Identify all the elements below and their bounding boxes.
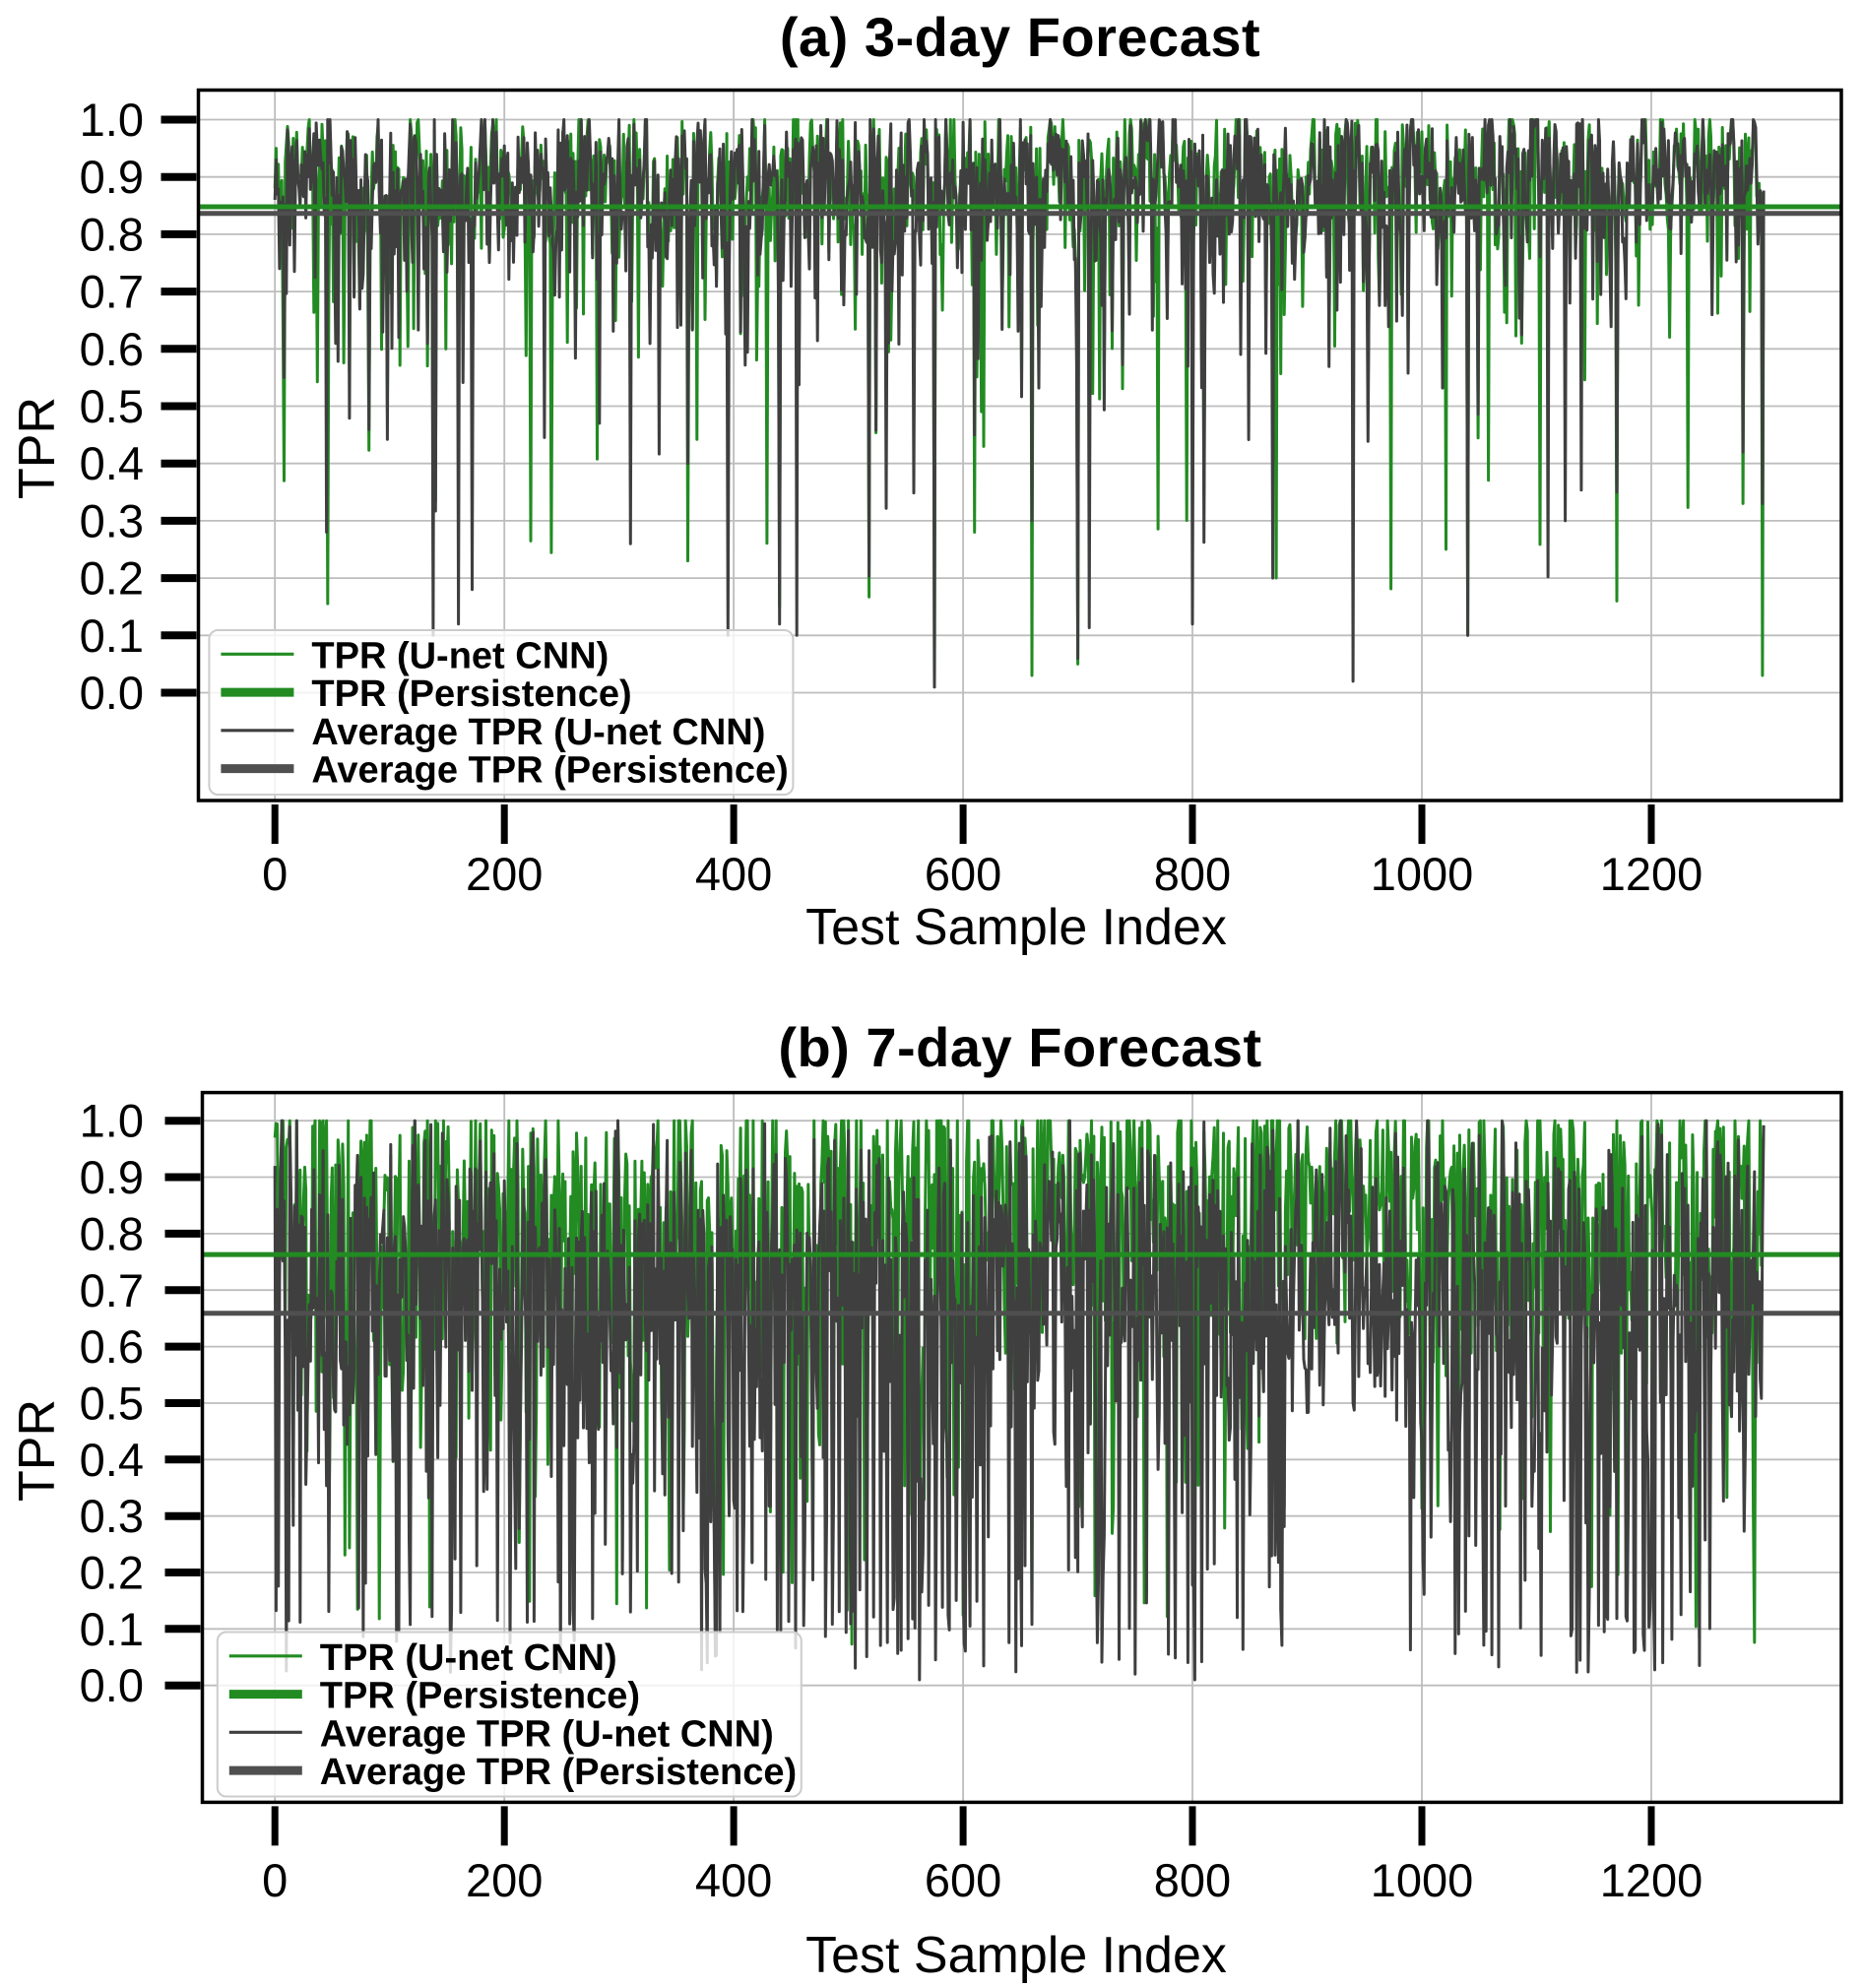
svg-text:0.7: 0.7 bbox=[80, 1264, 144, 1316]
svg-text:600: 600 bbox=[925, 1854, 1001, 1906]
svg-text:0.9: 0.9 bbox=[80, 1151, 144, 1203]
svg-text:Average TPR (U-net CNN): Average TPR (U-net CNN) bbox=[311, 712, 765, 753]
svg-text:0.5: 0.5 bbox=[80, 380, 144, 432]
svg-text:Test Sample Index: Test Sample Index bbox=[805, 899, 1227, 956]
svg-text:Average TPR (U-net CNN): Average TPR (U-net CNN) bbox=[320, 1713, 774, 1755]
svg-text:0.2: 0.2 bbox=[80, 1547, 144, 1599]
svg-text:1000: 1000 bbox=[1371, 848, 1474, 900]
svg-text:0.0: 0.0 bbox=[80, 1659, 144, 1711]
svg-text:0.4: 0.4 bbox=[80, 1434, 144, 1486]
svg-text:(b) 7-day Forecast: (b) 7-day Forecast bbox=[778, 1016, 1261, 1078]
svg-text:TPR: TPR bbox=[9, 1399, 66, 1502]
svg-text:0.3: 0.3 bbox=[80, 494, 144, 546]
svg-text:TPR (U-net CNN): TPR (U-net CNN) bbox=[311, 635, 609, 676]
svg-text:400: 400 bbox=[695, 848, 772, 900]
svg-text:TPR (U-net CNN): TPR (U-net CNN) bbox=[320, 1637, 617, 1679]
svg-text:0.1: 0.1 bbox=[80, 1603, 144, 1655]
svg-text:400: 400 bbox=[695, 1854, 772, 1906]
svg-text:0.5: 0.5 bbox=[80, 1378, 144, 1430]
svg-text:0.8: 0.8 bbox=[80, 1207, 144, 1259]
svg-text:0.0: 0.0 bbox=[80, 667, 144, 719]
svg-text:1000: 1000 bbox=[1371, 1854, 1474, 1906]
svg-text:0.6: 0.6 bbox=[80, 1320, 144, 1373]
svg-text:0.9: 0.9 bbox=[80, 151, 144, 203]
svg-text:TPR (Persistence): TPR (Persistence) bbox=[311, 673, 631, 715]
svg-text:1.0: 1.0 bbox=[80, 1095, 144, 1147]
svg-text:Test Sample Index: Test Sample Index bbox=[805, 1927, 1227, 1984]
svg-text:0.8: 0.8 bbox=[80, 208, 144, 260]
svg-text:Average TPR (Persistence): Average TPR (Persistence) bbox=[320, 1752, 797, 1793]
svg-text:800: 800 bbox=[1154, 1854, 1231, 1906]
svg-text:0.1: 0.1 bbox=[80, 609, 144, 662]
svg-text:200: 200 bbox=[466, 1854, 543, 1906]
svg-text:TPR: TPR bbox=[9, 397, 66, 499]
svg-text:1200: 1200 bbox=[1600, 848, 1703, 900]
svg-text:0: 0 bbox=[262, 1854, 288, 1906]
svg-text:1.0: 1.0 bbox=[80, 94, 144, 146]
svg-text:0.6: 0.6 bbox=[80, 323, 144, 375]
svg-text:TPR (Persistence): TPR (Persistence) bbox=[320, 1676, 640, 1717]
svg-text:800: 800 bbox=[1154, 848, 1231, 900]
svg-text:1200: 1200 bbox=[1600, 1854, 1703, 1906]
svg-text:0: 0 bbox=[262, 848, 288, 900]
svg-text:0.2: 0.2 bbox=[80, 552, 144, 605]
svg-text:600: 600 bbox=[925, 848, 1001, 900]
svg-text:(a) 3-day Forecast: (a) 3-day Forecast bbox=[780, 6, 1260, 68]
svg-text:200: 200 bbox=[466, 848, 543, 900]
svg-text:Average TPR (Persistence): Average TPR (Persistence) bbox=[311, 750, 788, 792]
svg-text:0.7: 0.7 bbox=[80, 266, 144, 318]
svg-text:0.3: 0.3 bbox=[80, 1490, 144, 1542]
svg-text:0.4: 0.4 bbox=[80, 437, 144, 489]
